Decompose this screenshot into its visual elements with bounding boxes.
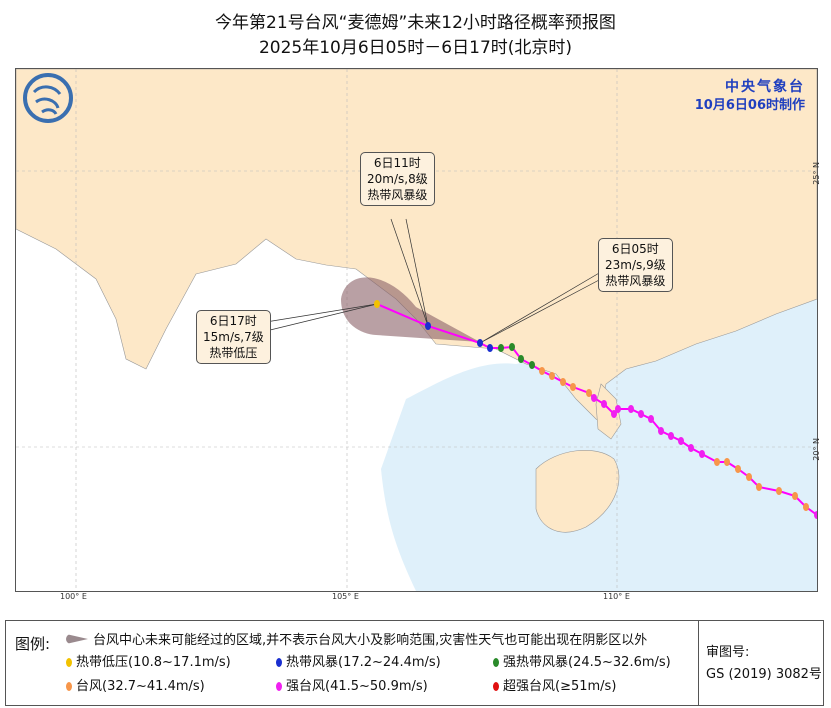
issue-time: 10月6日06时制作	[694, 98, 805, 113]
lat-tick: 25° N	[812, 162, 821, 185]
agency-name: 中央气象台	[725, 79, 805, 95]
callout-wind: 15m/s,7级	[203, 330, 264, 344]
callout-leaders	[265, 218, 607, 344]
track-point	[814, 511, 817, 519]
track-point	[792, 492, 798, 500]
legend-item: 台风(32.7~41.4m/s)	[66, 675, 205, 694]
track-point	[648, 415, 654, 423]
legend-item-label: 强热带风暴(24.5~32.6m/s)	[503, 655, 671, 670]
callout-6d11h: 6日11时 20m/s,8级 热带风暴级	[360, 152, 435, 206]
track-point	[477, 339, 483, 347]
track-point	[628, 405, 634, 413]
track-point	[699, 450, 705, 458]
legend-item-label: 超强台风(≥51m/s)	[503, 679, 617, 694]
track-point	[756, 483, 762, 491]
track-point	[668, 432, 674, 440]
track-point	[688, 444, 694, 452]
track-point	[586, 389, 592, 397]
track-point	[518, 355, 524, 363]
legend-cone-text: 台风中心未来可能经过的区域,并不表示台风大小及影响范围,灾害性天气也可能出现在阴…	[93, 633, 648, 648]
track-point	[539, 367, 545, 375]
callout-6d05h: 6日05时 23m/s,9级 热带风暴级	[598, 238, 673, 292]
track-point	[776, 487, 782, 495]
cone-icon	[66, 634, 88, 644]
legend-item: 强热带风暴(24.5~32.6m/s)	[493, 651, 671, 670]
sea-area	[381, 299, 817, 591]
leizhou-peninsula	[595, 383, 622, 440]
track-point	[714, 458, 720, 466]
callout-level: 热带风暴级	[367, 188, 428, 202]
cma-logo-icon	[23, 73, 73, 123]
track-point	[509, 343, 515, 351]
hainan-island	[535, 449, 620, 533]
track-point	[746, 473, 752, 481]
td-icon	[66, 658, 72, 667]
legend-item-label: 热带低压(10.8~17.1m/s)	[76, 655, 231, 670]
sts-icon	[493, 658, 499, 667]
callout-time: 6日11时	[373, 156, 421, 170]
track-point	[498, 344, 504, 352]
ts-icon	[276, 658, 282, 667]
graticule	[16, 69, 817, 591]
lat-tick: 20° N	[812, 438, 821, 461]
track-point	[570, 383, 576, 391]
legend-item-label: 台风(32.7~41.4m/s)	[76, 679, 205, 694]
track-point	[615, 405, 621, 413]
track-point	[529, 361, 535, 369]
track-point	[549, 372, 555, 380]
track-point	[724, 458, 730, 466]
lon-tick: 105° E	[332, 592, 359, 601]
callout-time: 6日05时	[611, 242, 659, 256]
callout-level: 热带低压	[209, 346, 258, 360]
title-line1: 今年第21号台风“麦德姆”未来12小时路径概率预报图	[215, 13, 616, 33]
track-point	[638, 410, 644, 418]
callout-level: 热带风暴级	[605, 274, 666, 288]
legend-item: 热带风暴(17.2~24.4m/s)	[276, 651, 441, 670]
legend-item-label: 热带风暴(17.2~24.4m/s)	[286, 655, 441, 670]
title-line2: 2025年10月6日05时－6日17时(北京时)	[258, 38, 573, 58]
callout-wind: 23m/s,9级	[605, 258, 666, 272]
legend: 图例: 台风中心未来可能经过的区域,并不表示台风大小及影响范围,灾害性天气也可能…	[5, 620, 824, 706]
probability-cone	[341, 277, 480, 342]
track-point	[591, 394, 597, 402]
approval-number: GS (2019) 3082号	[706, 667, 822, 682]
lon-tick: 110° E	[603, 592, 630, 601]
typhoon-track	[376, 303, 817, 516]
track-point	[560, 378, 566, 386]
track-point	[678, 437, 684, 445]
legend-item: 强台风(41.5~50.9m/s)	[276, 675, 428, 694]
map-canvas	[15, 68, 818, 592]
track-point	[425, 322, 431, 330]
track-point	[487, 344, 493, 352]
callout-time: 6日17时	[209, 314, 257, 328]
ty-icon	[66, 682, 72, 691]
legend-separator	[698, 621, 699, 705]
legend-item: 热带低压(10.8~17.1m/s)	[66, 651, 231, 670]
callout-6d17h: 6日17时 15m/s,7级 热带低压	[196, 310, 271, 364]
track-point	[611, 410, 617, 418]
track-point	[803, 503, 809, 511]
legend-label: 图例:	[15, 635, 51, 653]
callout-wind: 20m/s,8级	[367, 172, 428, 186]
lon-tick: 100° E	[60, 592, 87, 601]
sty-icon	[276, 682, 282, 691]
supty-icon	[493, 682, 499, 691]
track-point	[658, 427, 664, 435]
track-point	[735, 465, 741, 473]
track-point	[374, 300, 380, 308]
track-point	[601, 400, 607, 408]
legend-cone: 台风中心未来可能经过的区域,并不表示台风大小及影响范围,灾害性天气也可能出现在阴…	[66, 629, 647, 648]
legend-item-label: 强台风(41.5~50.9m/s)	[286, 679, 428, 694]
approval-label: 审图号:	[706, 645, 750, 660]
legend-item: 超强台风(≥51m/s)	[493, 675, 616, 694]
